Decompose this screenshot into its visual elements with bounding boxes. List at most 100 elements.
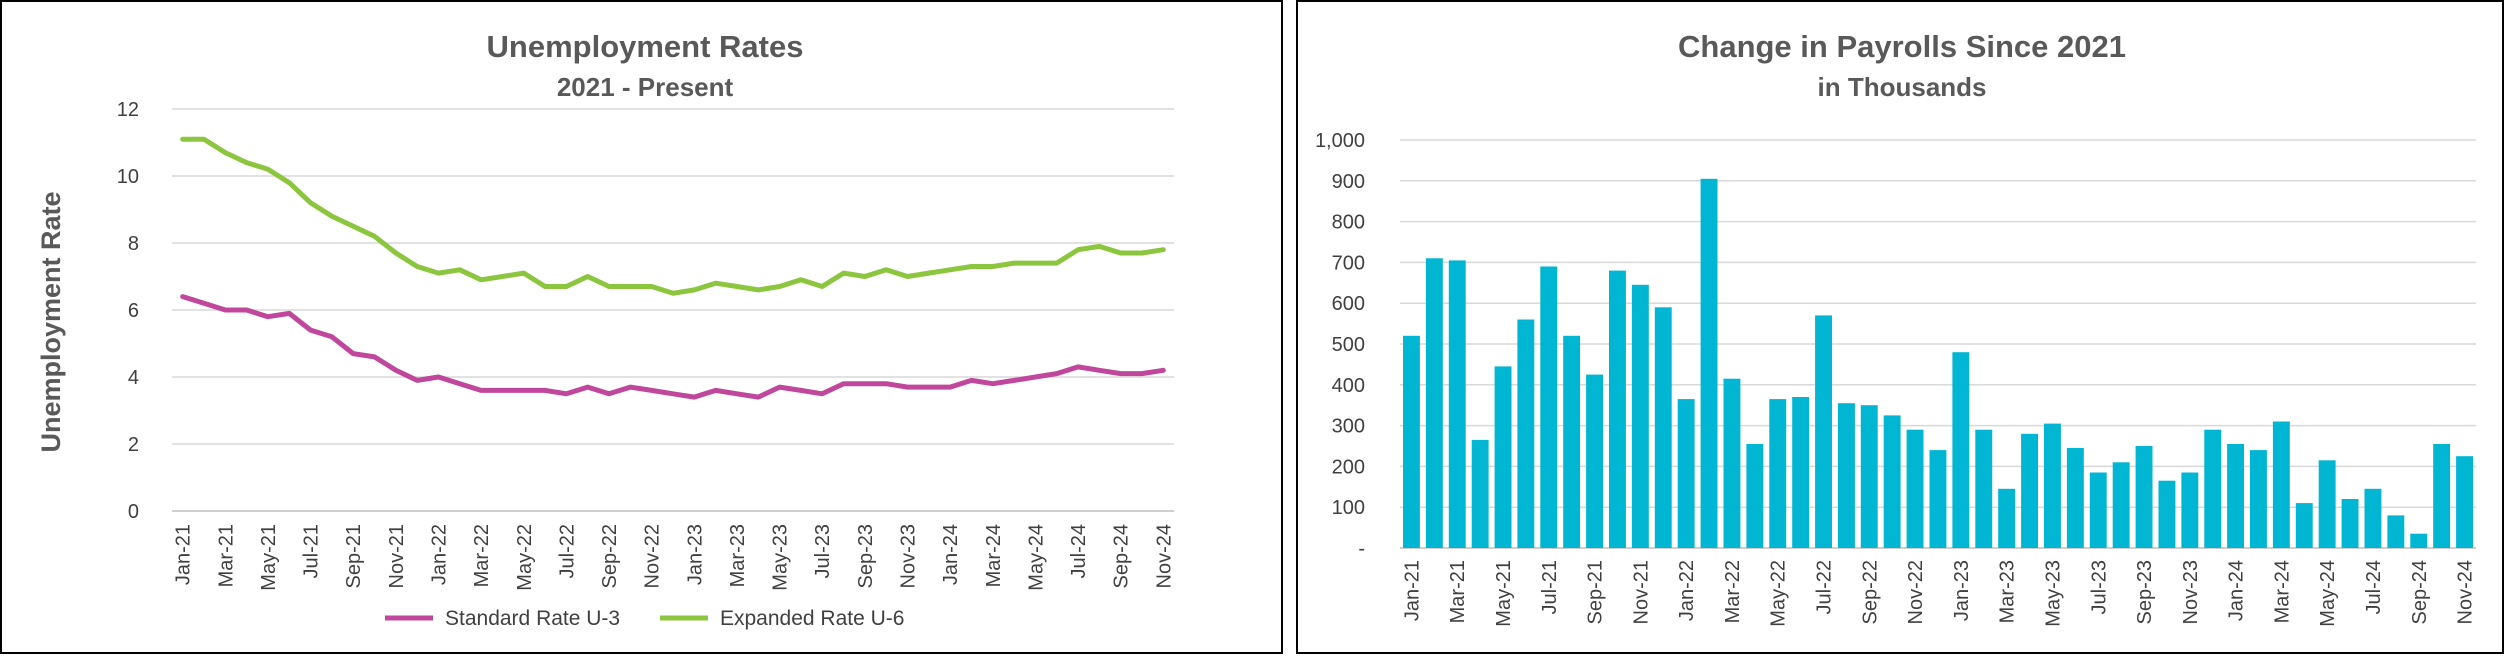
bar [2135,446,2153,548]
bar [2387,515,2405,548]
bar [2341,499,2359,548]
x-tick-label: Nov-21 [1630,560,1652,624]
bar [1769,399,1787,548]
y-tick-label: 12 [117,99,139,121]
bar [1975,429,1993,548]
bar [1654,307,1672,548]
chart-title: Change in Payrolls Since 2021 [1678,29,2126,64]
x-tick-label: Jul-22 [1814,560,1836,614]
x-tick-label: May-24 [1025,524,1047,591]
series-line [180,294,1166,400]
x-tick-label: Sep-24 [2409,560,2431,625]
payrolls-chart-panel: Change in Payrolls Since 2021 in Thousan… [1296,0,2504,654]
bar [1952,352,1970,548]
chart-subtitle: in Thousands [1818,72,1987,102]
x-tick-label: Sep-21 [343,524,365,589]
bar [1494,366,1512,548]
x-tick-label: Mar-23 [727,524,749,587]
bar [1425,258,1443,548]
y-tick-label: 6 [128,300,139,322]
x-tick-label: Jan-21 [173,524,195,585]
series-line [180,136,1166,296]
x-tick-label: Sep-21 [1585,560,1607,625]
x-tick-label: Mar-21 [215,524,237,587]
x-tick-label: Nov-24 [2455,560,2477,624]
bar [2410,533,2428,548]
bar [2021,433,2038,548]
x-tick-label: Sep-22 [1859,560,1881,625]
y-tick-label: 400 [1332,375,1365,397]
unemployment-line-chart: Unemployment Rates 2021 - Present Unempl… [36,29,1175,630]
bar [1906,429,1924,548]
bar [1929,450,1947,548]
bar [2204,429,2222,548]
y-tick-label: 4 [128,367,139,389]
x-tick-label: May-23 [2042,560,2064,627]
bar [1883,415,1901,548]
bar [1792,397,1810,548]
bar [1723,378,1741,548]
payrolls-bar-chart: Change in Payrolls Since 2021 in Thousan… [1315,29,2477,627]
x-tick-label: Jan-22 [1676,560,1698,621]
x-tick-label: May-22 [514,524,536,591]
x-tick-label: Jan-23 [684,524,706,585]
bar [1609,270,1626,548]
bar [1815,315,1832,548]
y-tick-label: 600 [1332,293,1365,315]
x-tick-label: Mar-23 [1997,560,2019,623]
bar [2272,421,2290,548]
y-tick-label: 200 [1332,456,1365,478]
x-tick-label: Mar-24 [2271,560,2293,623]
bar [1563,335,1581,548]
y-tick-label: 300 [1332,416,1365,438]
x-tick-label: Jul-23 [2088,560,2110,614]
x-tick-label: May-24 [2317,560,2339,627]
x-tick-label: May-22 [1768,560,1790,627]
y-tick-label: 500 [1332,334,1365,356]
bar [1998,488,2016,548]
bar [1838,403,1855,548]
x-tick-label: Jul-24 [2363,560,2385,614]
bar [1471,439,1489,548]
y-tick-label: 10 [117,166,139,188]
x-tick-label: Jan-23 [1951,560,1973,621]
bar [2089,472,2107,548]
chart-title: Unemployment Rates [487,29,804,64]
bar [1517,319,1535,548]
bar [2364,488,2382,548]
bar [2227,444,2244,548]
x-tick-label: Nov-23 [898,524,920,588]
bar [2158,480,2176,548]
bar [2181,472,2199,548]
y-tick-label: 2 [128,434,139,456]
x-tick-label: Jan-24 [2226,560,2248,621]
x-tick-label: May-21 [1493,560,1515,627]
x-tick-label: Jul-21 [1539,560,1561,614]
x-tick-label: May-23 [770,524,792,591]
bar [2066,448,2084,548]
x-tick-label: Nov-22 [1905,560,1927,624]
x-tick-label: Jan-24 [940,524,962,585]
x-tick-label: Nov-22 [642,524,664,588]
bar [1677,399,1695,548]
x-tick-label: Jul-21 [301,524,323,578]
x-tick-label: Jan-22 [428,524,450,585]
x-tick-label: Jul-22 [556,524,578,578]
x-tick-label: Nov-21 [386,524,408,588]
x-tick-label: Jan-21 [1401,560,1423,621]
chart-subtitle: 2021 - Present [557,72,734,102]
bar [1700,178,1718,549]
y-tick-label: 1,000 [1315,130,1365,152]
x-tick-label: Jul-23 [812,524,834,578]
y-tick-label: 0 [128,501,139,523]
bar [2318,460,2336,548]
x-tick-label: Nov-23 [2180,560,2202,624]
x-tick-label: Sep-22 [599,524,621,589]
bar [2433,444,2451,548]
legend-label: Standard Rate U-3 [445,607,620,630]
x-tick-label: Sep-23 [855,524,877,589]
unemployment-chart-panel: Unemployment Rates 2021 - Present Unempl… [0,0,1283,654]
bar [2044,423,2061,548]
x-tick-label: Mar-22 [471,524,493,587]
bar [2295,503,2313,548]
